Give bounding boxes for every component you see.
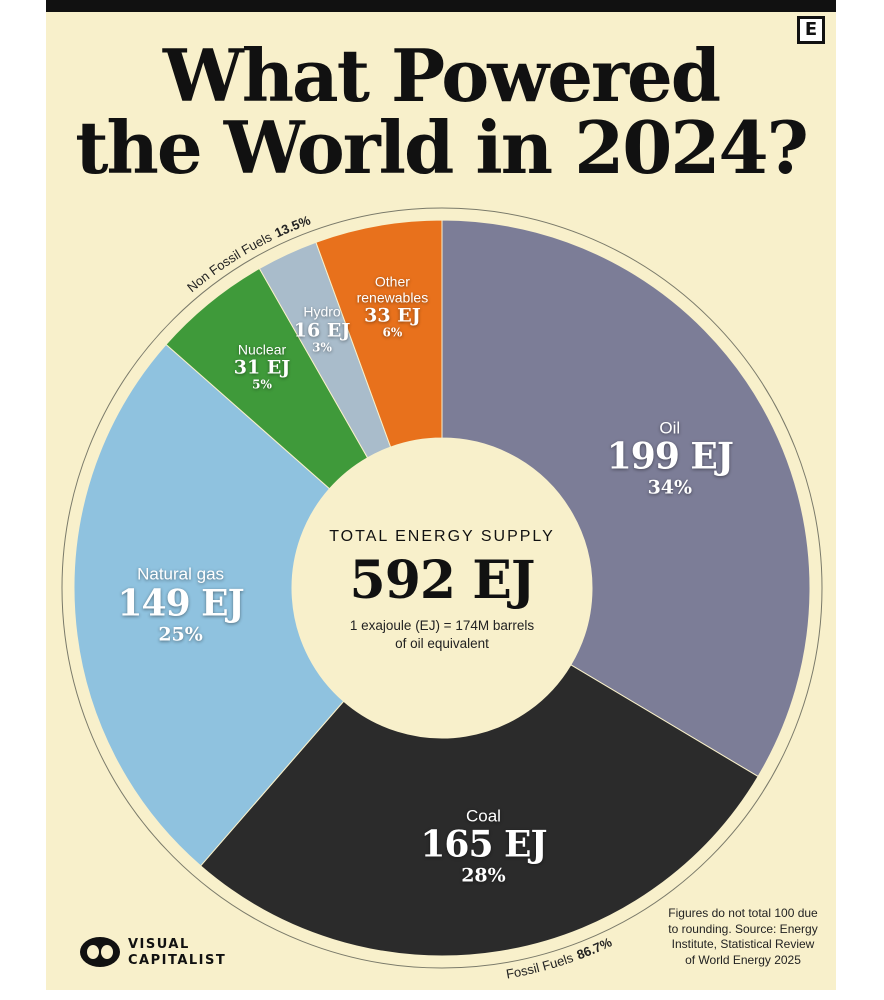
slice-label: Oil 199 EJ 34%: [606, 418, 734, 499]
brand-name: VISUAL CAPITALIST: [128, 937, 227, 968]
slice-label: Coal 165 EJ 28%: [420, 806, 547, 887]
share-label: 3%: [312, 340, 332, 355]
slice: [315, 219, 443, 448]
title-line: What Powered: [162, 33, 721, 118]
group-ring: [61, 207, 823, 969]
center-note: 1 exajoule (EJ) = 174M barrels of oil eq…: [349, 617, 535, 651]
share-label: 34%: [647, 476, 693, 499]
top-bar: [46, 0, 836, 12]
value-label: 149 EJ: [117, 582, 244, 625]
category-label: Oil: [659, 418, 681, 438]
value-label: 199 EJ: [606, 435, 734, 478]
slice-label: Hydro 16 EJ 3%: [282, 303, 362, 355]
slice: [73, 343, 345, 867]
slice-label: Other renewables 33 EJ 6%: [352, 273, 432, 340]
brand-badge: E: [797, 16, 825, 44]
center-heading: TOTAL ENERGY SUPPLY: [329, 527, 555, 545]
group-share: 13.5%: [272, 212, 313, 240]
share-label: 28%: [461, 864, 506, 887]
footnote: Figures do not total 100 due to rounding…: [668, 906, 818, 967]
brand-logo: [80, 937, 120, 967]
total-label: 592 EJ: [349, 549, 536, 611]
category-label: Coal: [465, 806, 501, 826]
category-label: Hydro: [303, 303, 341, 320]
category-label: Other renewables: [356, 273, 429, 306]
center-info: TOTAL ENERGY SUPPLY 592 EJ 1 exajoule (E…: [302, 528, 582, 652]
title-line: the World in 2024?: [75, 105, 809, 190]
value-label: 31 EJ: [233, 356, 291, 379]
slice-label: Nuclear 31 EJ 5%: [222, 341, 302, 392]
value-label: 33 EJ: [364, 304, 421, 327]
group-share: 86.7%: [575, 934, 615, 962]
share-label: 5%: [252, 377, 272, 392]
slice-label: Natural gas 149 EJ 25%: [117, 564, 244, 646]
slice: [199, 664, 759, 957]
category-label: Natural gas: [137, 564, 225, 584]
share-label: 25%: [158, 623, 203, 646]
value-label: 16 EJ: [293, 319, 351, 342]
category-label: Nuclear: [237, 341, 287, 358]
slice: [441, 219, 811, 778]
share-label: 6%: [382, 325, 403, 340]
value-label: 165 EJ: [420, 823, 547, 866]
